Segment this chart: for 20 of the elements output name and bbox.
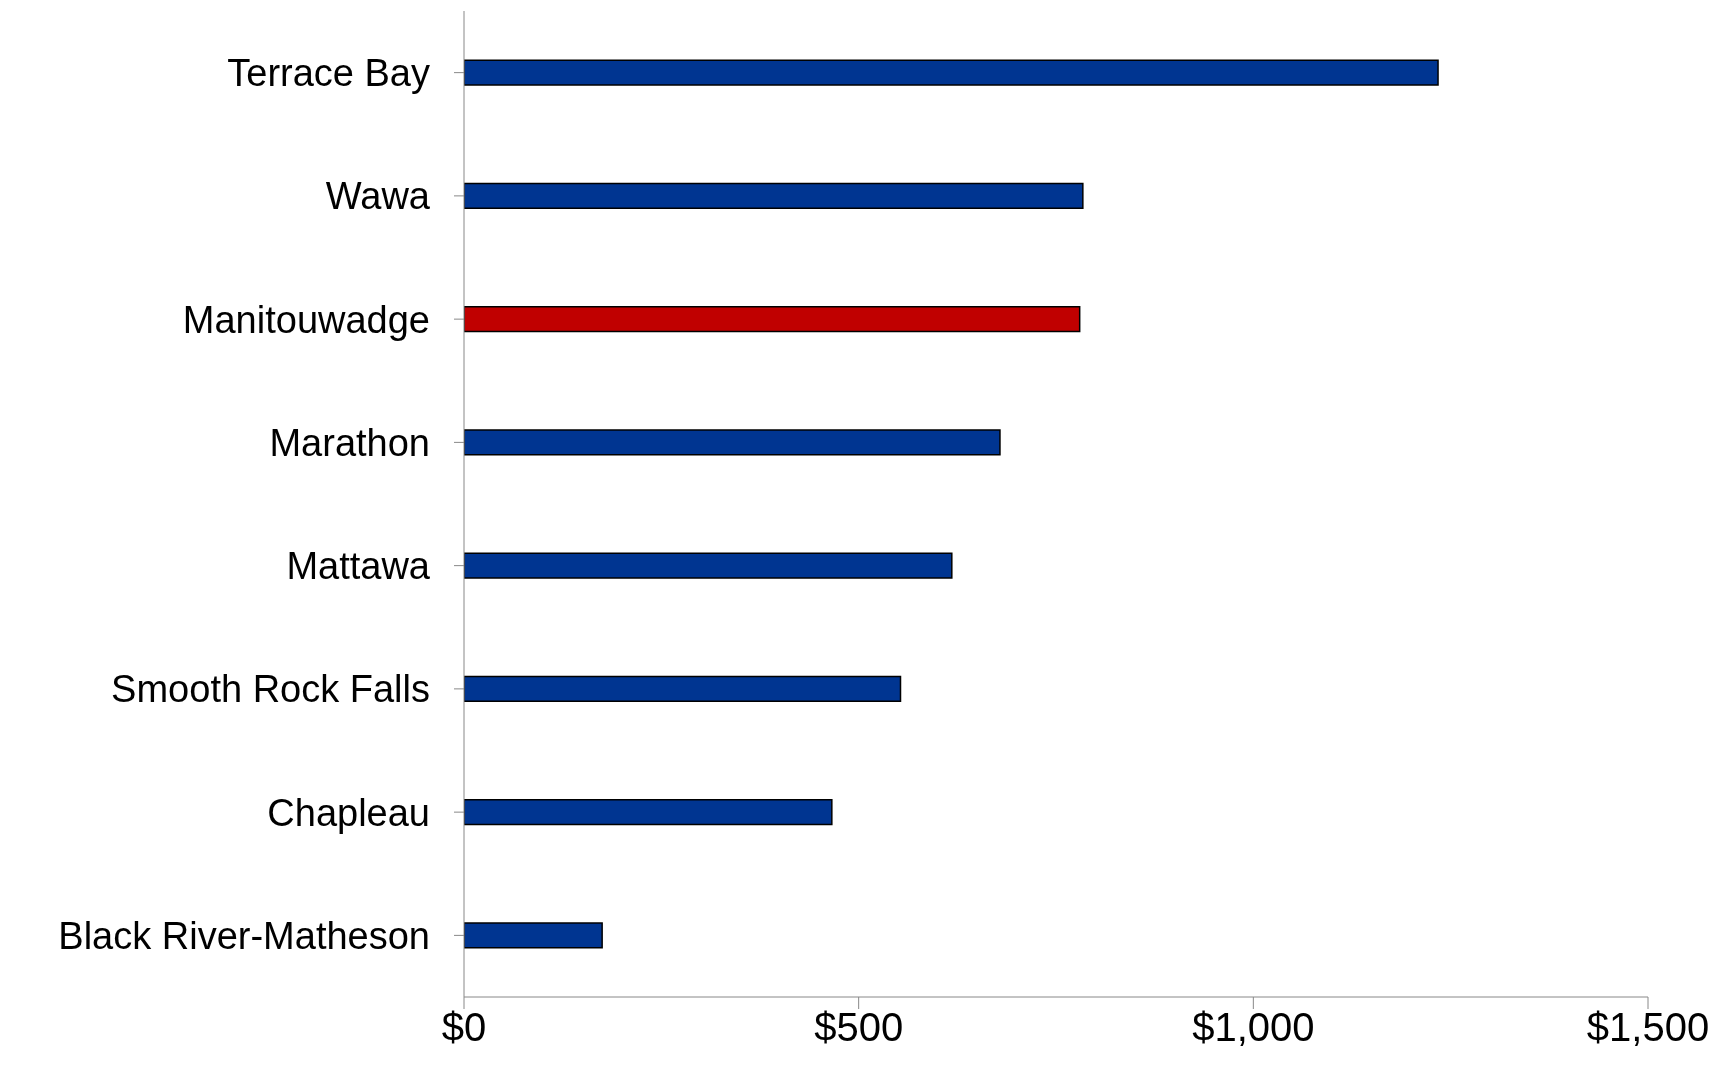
x-tick-label: $1,000 xyxy=(1192,1005,1315,1050)
y-tick-label: Terrace Bay xyxy=(227,52,430,95)
y-tick-label: Marathon xyxy=(269,421,430,464)
x-tick-label: $0 xyxy=(441,1005,487,1050)
bar xyxy=(464,922,603,949)
y-tick-label: Chapleau xyxy=(267,791,430,834)
bar xyxy=(464,59,1439,86)
bar xyxy=(464,429,1001,456)
y-tick-label: Black River-Matheson xyxy=(58,914,430,957)
y-tick-label: Manitouwadge xyxy=(182,298,430,341)
x-tick-label: $1,500 xyxy=(1586,1005,1710,1050)
bar xyxy=(464,675,902,702)
y-tick-label: Mattawa xyxy=(286,545,431,588)
x-tick-label: $500 xyxy=(814,1005,904,1050)
bar xyxy=(464,182,1084,209)
bar xyxy=(464,799,833,826)
y-tick-label: Smooth Rock Falls xyxy=(111,668,430,711)
y-tick-label: Wawa xyxy=(325,175,431,218)
bar xyxy=(464,306,1081,333)
bar xyxy=(464,552,953,579)
